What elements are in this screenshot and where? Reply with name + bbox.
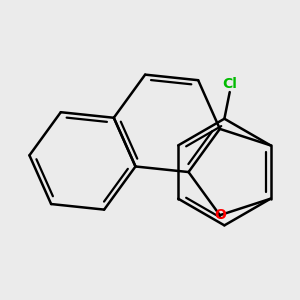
Text: O: O — [214, 208, 226, 222]
Text: Cl: Cl — [222, 77, 237, 91]
